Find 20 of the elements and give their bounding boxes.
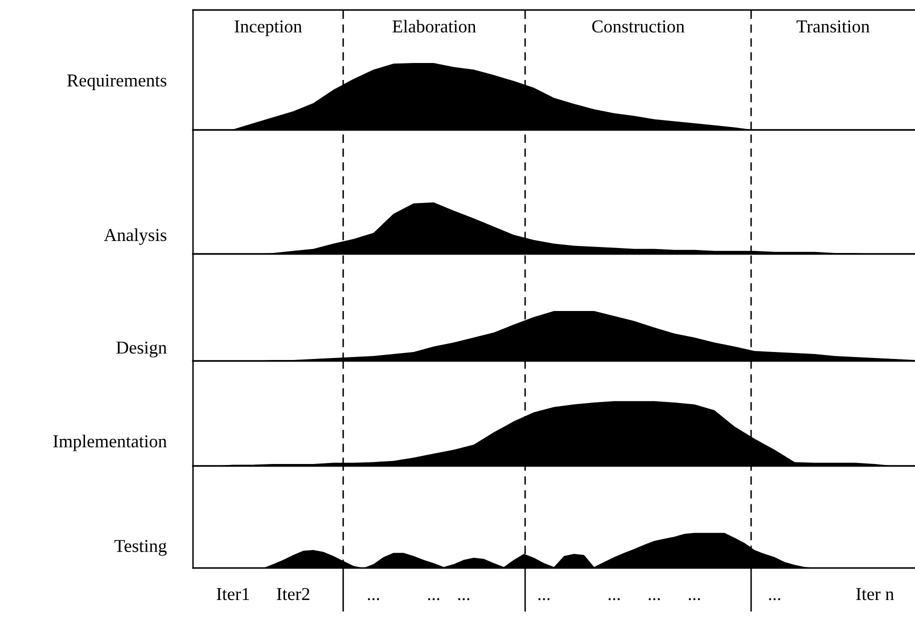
- x-tick-label: ...: [648, 598, 660, 600]
- text: Inception: [234, 20, 302, 36]
- y-axis-title: Testing: [114, 540, 167, 556]
- text: Transition: [796, 20, 870, 33]
- y-axis-title: Requirements: [67, 74, 166, 90]
- y-axis-title: Implementation: [53, 434, 167, 452]
- x-tick-label: Iter1: [216, 588, 250, 600]
- y-axis-title: Analysis: [104, 228, 166, 245]
- x-tick-label: Iter2: [276, 588, 310, 600]
- x-tick-label: ...: [458, 598, 470, 600]
- text: Elaboration: [392, 20, 476, 33]
- x-tick-label: ...: [769, 598, 780, 600]
- x-tick-label: ...: [688, 598, 700, 600]
- x-tick-label: ...: [428, 598, 440, 600]
- x-tick-label: ...: [538, 598, 550, 600]
- text: Construction: [592, 20, 684, 33]
- x-tick-label: ...: [608, 598, 620, 600]
- y-axis-title: Design: [116, 342, 167, 358]
- x-tick-label: Iter n: [856, 588, 894, 600]
- x-tick-label: ...: [368, 598, 380, 600]
